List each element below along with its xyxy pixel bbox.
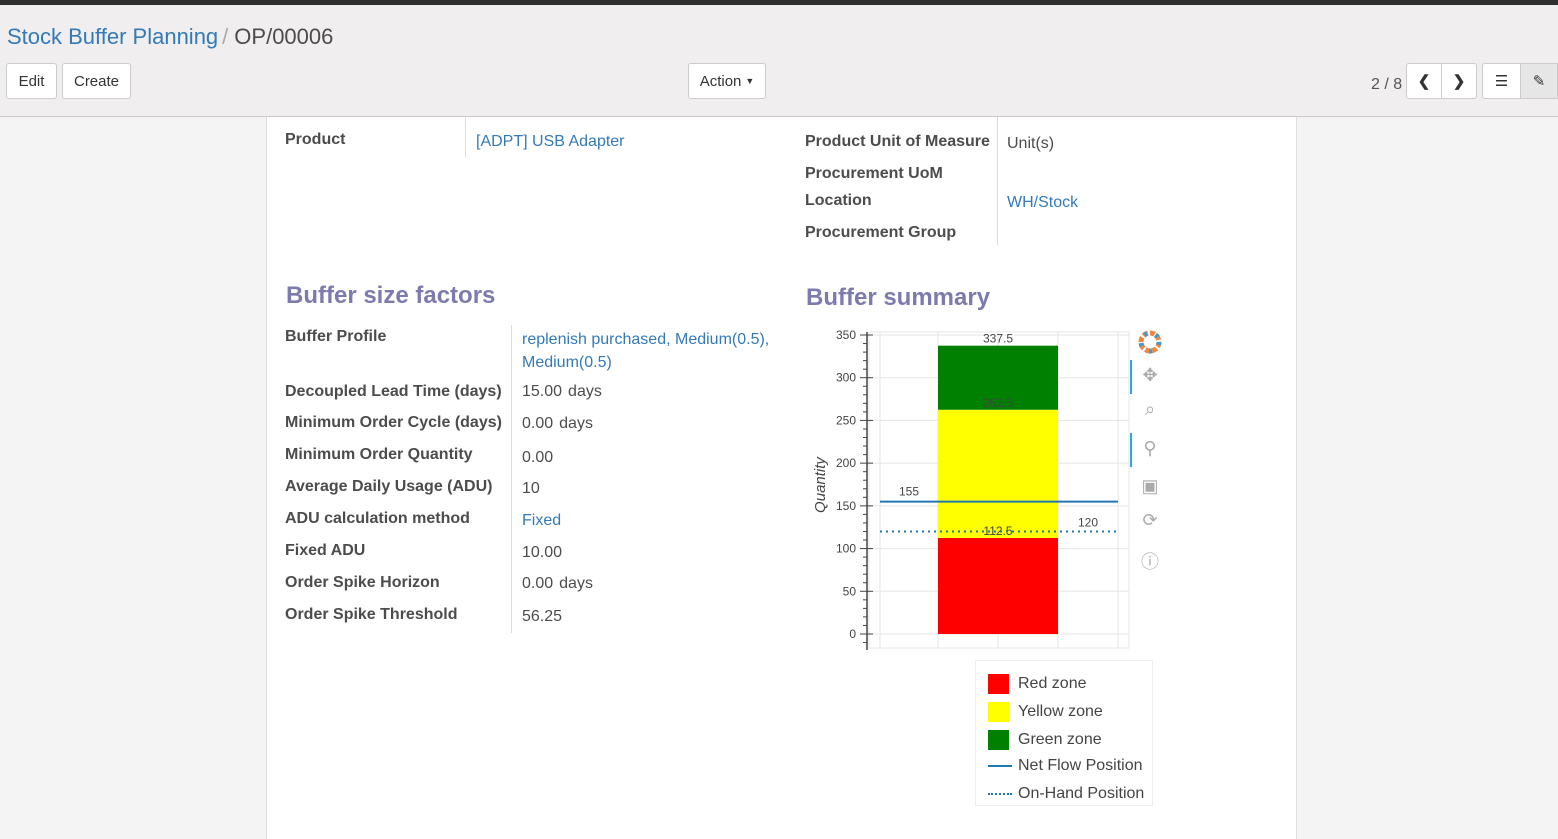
factor-value: 0.00 days	[522, 415, 593, 433]
y-axis-label: Quantity	[812, 456, 829, 513]
adu-method-link[interactable]: Fixed	[522, 512, 562, 529]
bar-segment	[938, 345, 1058, 410]
legend-label: On-Hand Position	[1018, 785, 1145, 802]
unit: days	[559, 415, 593, 432]
line-label: 120	[1078, 515, 1098, 529]
factor-label: Average Daily Usage (ADU)	[285, 478, 493, 495]
value: 0.00	[522, 415, 554, 432]
uom-value: Unit(s)	[1007, 135, 1055, 152]
value: 15.00	[522, 383, 563, 400]
buffer-factors-title: Buffer size factors	[286, 282, 496, 309]
box-zoom-icon[interactable]: ⌕	[1144, 399, 1156, 419]
action-label: Action	[699, 72, 742, 90]
legend-label: Net Flow Position	[1018, 757, 1143, 774]
buffer-profile-link[interactable]: replenish purchased, Medium(0.5), Medium(…	[522, 331, 769, 377]
chart-legend: Red zone Yellow zone Green zone Net Flow…	[975, 660, 1153, 806]
list-icon: ☰	[1494, 73, 1509, 90]
bar-segment	[938, 409, 1058, 538]
value: 0.00	[522, 575, 554, 592]
factor-value: 0.00	[522, 449, 554, 466]
bar-segment	[938, 537, 1058, 634]
next-button[interactable]: ❯	[1441, 63, 1477, 99]
location-label: Location	[805, 192, 872, 209]
product-label: Product	[285, 131, 346, 148]
form-view-button[interactable]: ✎	[1520, 63, 1558, 99]
y-tick-label: 200	[836, 456, 856, 470]
y-tick-label: 300	[836, 371, 856, 385]
save-icon[interactable]: ▣	[1141, 476, 1159, 496]
wheel-zoom-icon[interactable]: ⚲	[1143, 438, 1157, 458]
bokeh-logo-icon[interactable]	[1138, 330, 1162, 359]
create-button[interactable]: Create	[62, 63, 131, 99]
factor-value: 56.25	[522, 608, 563, 625]
breadcrumb: Stock Buffer Planning / OP/00006	[7, 24, 334, 49]
solid-line-swatch	[988, 765, 1012, 767]
unit: days	[559, 575, 593, 592]
pan-tool-icon[interactable]: ✥	[1142, 365, 1158, 385]
red-swatch	[988, 674, 1009, 694]
factor-label: Minimum Order Quantity	[285, 446, 473, 463]
control-panel: Stock Buffer Planning / OP/00006	[0, 5, 1558, 117]
product-link[interactable]: [ADPT] USB Adapter	[476, 133, 625, 150]
y-tick-label: 100	[836, 542, 856, 556]
bar-label: 337.5	[983, 332, 1013, 346]
bar-label: 262.5	[983, 396, 1013, 410]
caret-down-icon: ▼	[745, 76, 755, 86]
list-view-button[interactable]: ☰	[1482, 63, 1521, 99]
legend-item: Red zone	[988, 674, 1087, 694]
edit-icon: ✎	[1532, 73, 1546, 90]
yellow-swatch	[988, 702, 1009, 722]
legend-item: Green zone	[988, 730, 1102, 750]
factor-label: Fixed ADU	[285, 542, 366, 559]
location-link[interactable]: WH/Stock	[1007, 194, 1079, 211]
factor-label: ADU calculation method	[285, 510, 470, 527]
uom-label: Product Unit of Measure	[805, 133, 990, 150]
action-dropdown[interactable]: Action ▼	[688, 63, 766, 99]
procurement-group-label: Procurement Group	[805, 224, 957, 241]
factor-label: Order Spike Threshold	[285, 606, 458, 623]
unit: days	[568, 383, 602, 400]
edit-button[interactable]: Edit	[6, 63, 57, 99]
y-tick-label: 350	[836, 328, 856, 342]
factor-label: Decoupled Lead Time (days)	[285, 383, 502, 400]
bar-label: 112.5	[983, 524, 1012, 538]
factor-label: Order Spike Horizon	[285, 574, 440, 591]
factor-value: 0.00 days	[522, 575, 593, 593]
y-tick-label: 50	[843, 584, 857, 598]
factor-value: 15.00 days	[522, 383, 602, 401]
buffer-profile-line2: Medium(0.5)	[522, 354, 612, 371]
legend-label: Red zone	[1018, 675, 1087, 692]
factor-value: 10.00	[522, 544, 563, 561]
legend-label: Yellow zone	[1018, 703, 1103, 720]
y-tick-label: 250	[836, 413, 856, 427]
reset-icon[interactable]: ⟳	[1142, 510, 1158, 530]
procurement-uom-label: Procurement UoM	[805, 165, 943, 182]
legend-item: On-Hand Position	[988, 785, 1144, 803]
pager-value: 2 / 8	[1371, 76, 1403, 93]
buffer-summary-title: Buffer summary	[806, 284, 991, 311]
top-bar	[0, 0, 1558, 5]
chevron-right-icon: ❯	[1452, 73, 1466, 90]
legend-label: Green zone	[1018, 731, 1102, 748]
y-tick-label: 0	[849, 627, 856, 641]
buffer-chart[interactable]: 112.5 262.5 337.5 155 120 0 50 100 150 200 250 300 3…	[805, 320, 1135, 660]
dotted-line-swatch	[988, 793, 1012, 795]
green-swatch	[988, 730, 1009, 750]
factor-value: 10	[522, 480, 540, 497]
y-tick-label: 150	[836, 499, 856, 513]
help-icon[interactable]: ⓘ	[1141, 552, 1159, 572]
line-label: 155	[899, 485, 919, 499]
chevron-left-icon: ❮	[1417, 73, 1431, 90]
buffer-profile-line1: replenish purchased, Medium(0.5),	[522, 331, 770, 348]
legend-item: Net Flow Position	[988, 757, 1143, 775]
previous-button[interactable]: ❮	[1406, 63, 1442, 99]
factor-label: Buffer Profile	[285, 328, 387, 345]
legend-item: Yellow zone	[988, 702, 1103, 722]
breadcrumb-current: OP/00006	[234, 24, 334, 49]
factor-label: Minimum Order Cycle (days)	[285, 414, 502, 431]
breadcrumb-parent[interactable]: Stock Buffer Planning	[7, 24, 219, 49]
